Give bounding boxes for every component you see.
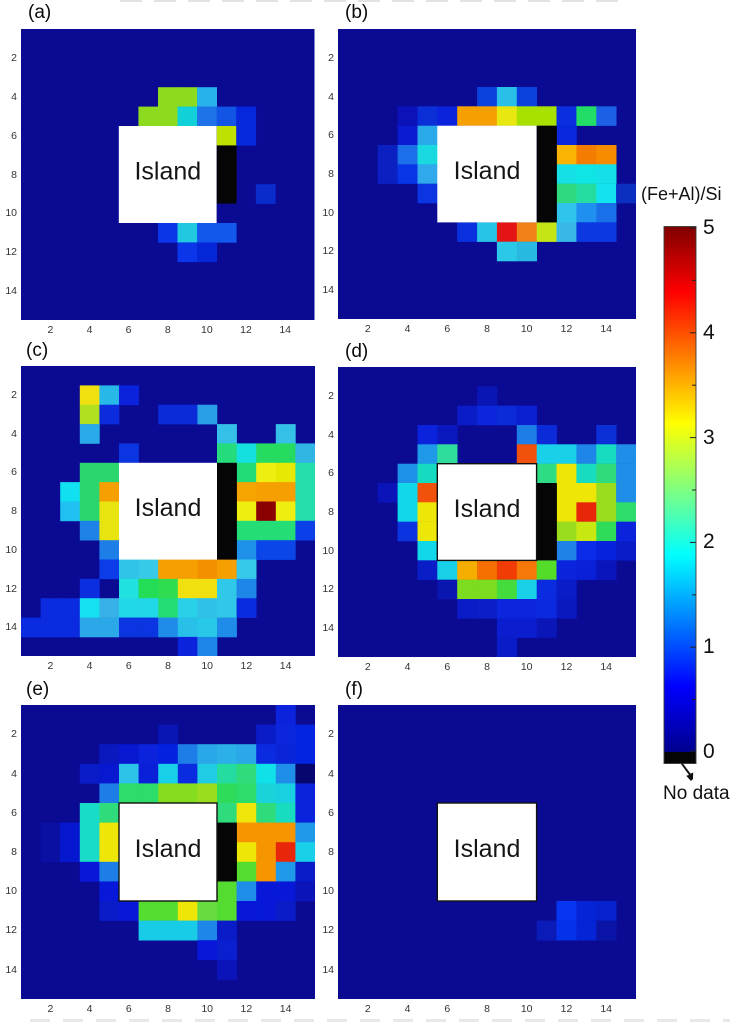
svg-text:Island: Island [134, 158, 201, 186]
svg-text:Island: Island [135, 835, 202, 863]
svg-text:Island: Island [454, 495, 521, 523]
svg-text:Island: Island [135, 494, 202, 522]
svg-text:Island: Island [454, 157, 521, 185]
svg-text:Island: Island [454, 835, 521, 863]
